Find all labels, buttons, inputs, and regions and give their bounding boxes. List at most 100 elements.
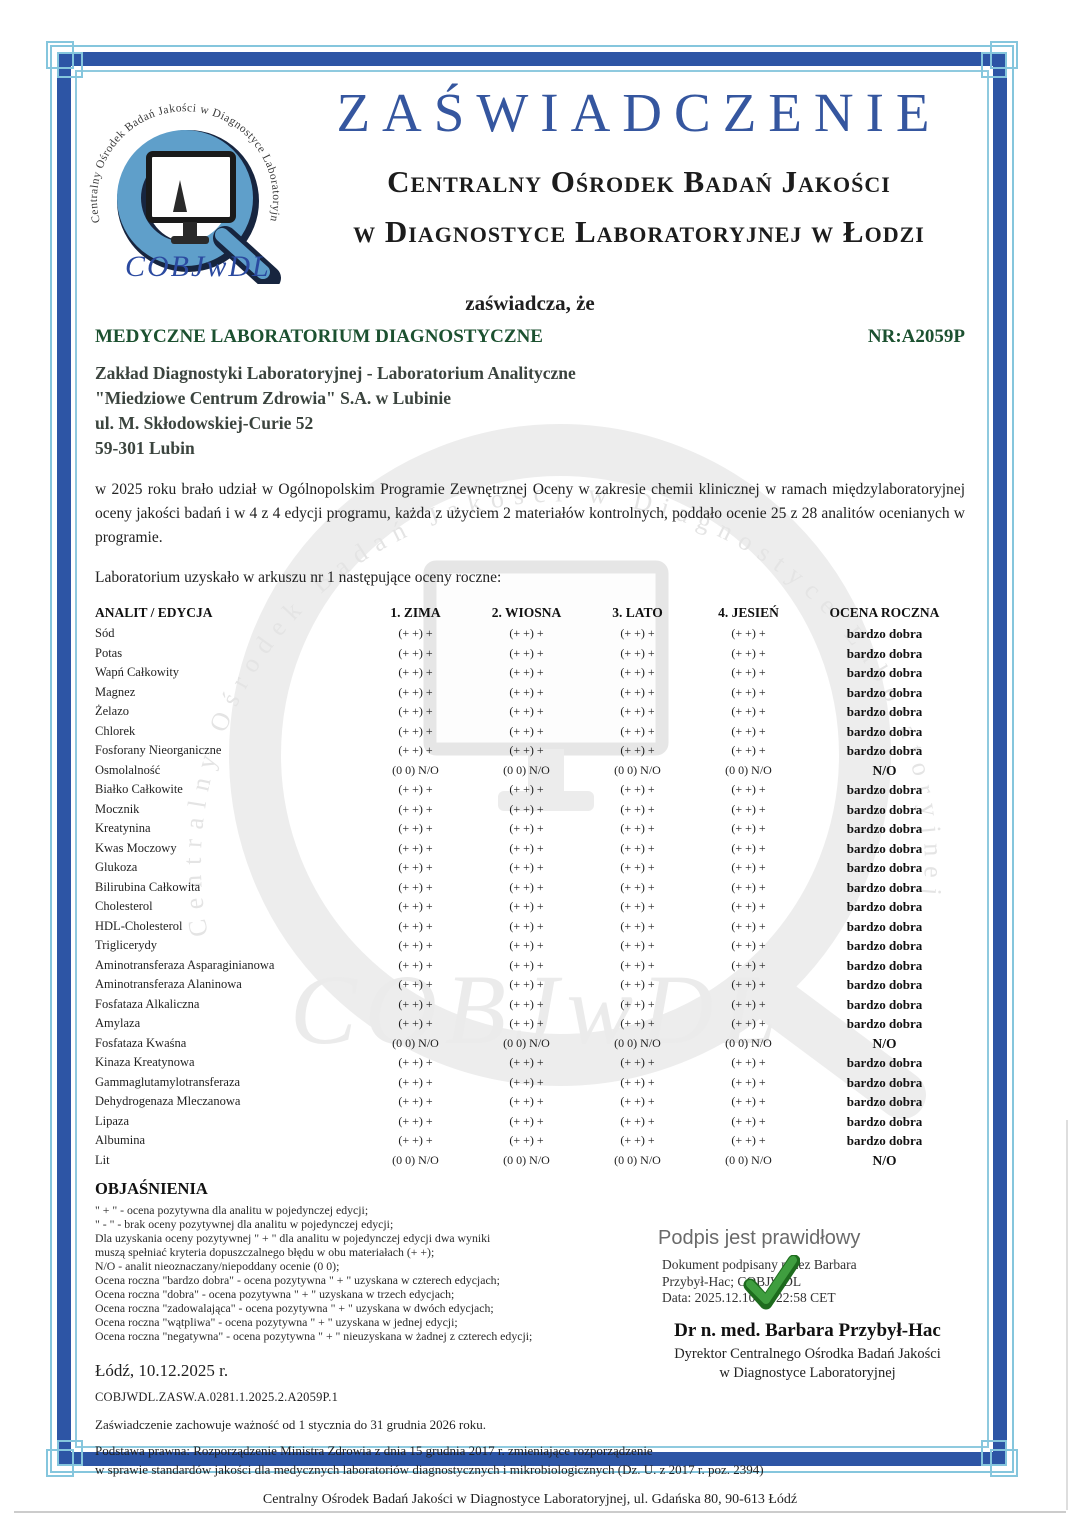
table-row: Aminotransferaza Asparaginianowa (+ +) + (… (95, 956, 965, 976)
table-row: Fosfataza Kwaśna (0 0) N/O (0 0) N/O (0 0) … (95, 1034, 965, 1054)
frame-corner-ornament (981, 41, 1018, 78)
column-header-annual: OCENA ROCZNA (829, 605, 940, 620)
org-name-line2: w Diagnostyce Laboratoryjnej w Łodzi (353, 214, 925, 249)
signature-details: Dokument podpisany przez Barbara Przybył… (662, 1257, 965, 1307)
edition-score-cell: (+ +) + (731, 684, 766, 699)
table-row: Gammaglutamylotransferaza (+ +) + (+ +) + (… (95, 1073, 965, 1093)
annual-score-cell: bardzo dobra (846, 977, 923, 992)
edition-score-cell: (+ +) + (509, 996, 544, 1011)
certifies-line: zaświadcza, że (465, 291, 595, 315)
edition-score-cell: (0 0) N/O (725, 1035, 772, 1050)
analyte-name-cell: Mocznik (95, 801, 140, 816)
annual-score-cell: bardzo dobra (846, 879, 923, 895)
page-title: ZAŚWIADCZENIE (336, 82, 942, 143)
annual-score-cell: bardzo dobra (846, 957, 923, 973)
edition-score-cell: (+ +) + (509, 626, 544, 640)
edition-score-cell: (+ +) + (731, 1055, 766, 1069)
annual-score-cell: bardzo dobra (846, 860, 923, 875)
edition-score-cell: (+ +) + (731, 743, 766, 757)
table-row: Osmolalność (0 0) N/O (0 0) N/O (0 0) N/O (0… (95, 761, 965, 781)
edition-score-cell: (+ +) + (731, 879, 766, 894)
issuer-address: Centralny Ośrodek Badań Jakości w Diagno… (262, 1492, 798, 1507)
edition-score-cell: (+ +) + (509, 723, 544, 738)
edition-score-cell: (+ +) + (620, 723, 655, 738)
results-table: ANALIT / EDYCJA 1. ZIMA 2. WIOSNA 3. LAT… (95, 605, 965, 1170)
analyte-name-cell: Fosfataza Alkaliczna (95, 996, 200, 1011)
table-header-row: ANALIT / EDYCJA 1. ZIMA 2. WIOSNA 3. LAT… (95, 605, 965, 624)
signature-block: Podpis jest prawidłowy Dokument podpisan… (650, 1227, 965, 1383)
edition-score-cell: (+ +) + (509, 801, 544, 816)
edition-score-cell: (+ +) + (620, 1094, 655, 1108)
place-and-date: Łódź, 10.12.2025 r. (95, 1361, 229, 1380)
edition-score-cell: (+ +) + (398, 899, 433, 913)
analyte-name-cell: Fosforany Nieorganiczne (95, 743, 222, 757)
analyte-name-cell: HDL-Cholesterol (95, 918, 183, 933)
analyte-name-cell: Fosfataza Kwaśna (95, 1035, 187, 1050)
analyte-name-cell: Dehydrogenaza Mleczanowa (95, 1094, 241, 1108)
edition-score-cell: (+ +) + (509, 860, 544, 874)
edition-score-cell: (+ +) + (731, 957, 766, 972)
edition-score-cell: (0 0) N/O (392, 1035, 439, 1050)
analyte-name-cell: Kwas Moczowy (95, 840, 177, 855)
edition-score-cell: (+ +) + (398, 743, 433, 757)
edition-score-cell: (+ +) + (731, 996, 766, 1011)
edition-score-cell: (+ +) + (731, 626, 766, 640)
edition-score-cell: (+ +) + (398, 801, 433, 816)
analyte-name-cell: Aminotransferaza Alaninowa (95, 977, 242, 991)
legend-line: " - " - brak oceny pozytywnej dla analit… (95, 1217, 394, 1231)
table-row: Magnez (+ +) + (+ +) + (+ +) + (+ +) + bardzo… (95, 683, 965, 703)
signatory-role-line2: w Diagnostyce Laboratoryjnej (719, 1364, 896, 1381)
edition-score-cell: (+ +) + (398, 645, 433, 660)
table-row: Białko Całkowite (+ +) + (+ +) + (+ +) + (+ … (95, 780, 965, 800)
edition-score-cell: (0 0) N/O (503, 1152, 550, 1167)
column-header-winter: 1. ZIMA (390, 605, 441, 620)
edition-score-cell: (+ +) + (731, 918, 766, 933)
validity-note: Zaświadczenie zachowuje ważność od 1 sty… (95, 1417, 486, 1432)
edition-score-cell: (+ +) + (620, 684, 655, 699)
legend-line: Dla uzyskania oceny pozytywnej " + " dla… (95, 1231, 491, 1245)
table-row: Fosfataza Alkaliczna (+ +) + (+ +) + (+ +) … (95, 995, 965, 1015)
table-row: Kwas Moczowy (+ +) + (+ +) + (+ +) + (+ +) +… (95, 839, 965, 859)
edition-score-cell: (+ +) + (398, 860, 433, 874)
edition-score-cell: (+ +) + (509, 1055, 544, 1069)
edition-score-cell: (+ +) + (398, 1074, 433, 1089)
legend-line: Ocena roczna "bardzo dobra" - ocena pozy… (95, 1273, 500, 1287)
legend-line: Ocena roczna "zadowalająca" - ocena pozy… (95, 1301, 494, 1315)
edition-score-cell: (+ +) + (620, 626, 655, 640)
annual-score-cell: bardzo dobra (846, 704, 923, 719)
document-id: COBJWDL.ZASW.A.0281.1.2025.2.A2059P.1 (95, 1390, 339, 1404)
edition-score-cell: (+ +) + (509, 899, 544, 913)
analyte-name-cell: Białko Całkowite (95, 782, 183, 796)
lab-type-heading: MEDYCZNE LABORATORIUM DIAGNOSTYCZNE (95, 326, 543, 347)
edition-score-cell: (+ +) + (509, 704, 544, 718)
table-row: Bilirubina Całkowita (+ +) + (+ +) + (+ +) … (95, 878, 965, 898)
table-row: Żelazo (+ +) + (+ +) + (+ +) + (+ +) + bardzo… (95, 702, 965, 722)
annual-score-cell: bardzo dobra (846, 1055, 923, 1070)
table-row: Lipaza (+ +) + (+ +) + (+ +) + (+ +) + bardzo… (95, 1112, 965, 1132)
edition-score-cell: (+ +) + (731, 821, 766, 835)
edition-score-cell: (+ +) + (509, 645, 544, 660)
column-header-analyte: ANALIT / EDYCJA (95, 605, 213, 620)
edition-score-cell: (+ +) + (509, 879, 544, 894)
edition-score-cell: (+ +) + (509, 684, 544, 699)
legend: OBJAŚNIENIA " + " - ocena pozytywna dla … (95, 1179, 655, 1343)
annual-score-cell: bardzo dobra (846, 938, 923, 953)
edition-score-cell: (+ +) + (398, 938, 433, 952)
logo-monitor-icon (146, 151, 236, 244)
logo-script-text: COBJwDL (125, 250, 271, 283)
table-row: Fosforany Nieorganiczne (+ +) + (+ +) + (+ … (95, 741, 965, 761)
legend-and-signature: OBJAŚNIENIA " + " - ocena pozytywna dla … (95, 1179, 965, 1381)
table-row: Potas (+ +) + (+ +) + (+ +) + (+ +) + bardzo … (95, 644, 965, 664)
analyte-name-cell: Aminotransferaza Asparaginianowa (95, 957, 275, 972)
annual-score-cell: bardzo dobra (846, 996, 923, 1012)
edition-score-cell: (+ +) + (731, 782, 766, 796)
table-row: Amylaza (+ +) + (+ +) + (+ +) + (+ +) + bardz… (95, 1014, 965, 1034)
frame-outer-cyan (50, 45, 1014, 1473)
edition-score-cell: (+ +) + (398, 821, 433, 835)
table-row: Glukoza (+ +) + (+ +) + (+ +) + (+ +) + bardz… (95, 858, 965, 878)
edition-score-cell: (+ +) + (731, 645, 766, 660)
edition-score-cell: (+ +) + (509, 665, 544, 679)
frame-corner-ornament (46, 1440, 83, 1477)
legal-basis: Podstawa prawna: Rozporządzenie Ministra… (95, 1441, 965, 1479)
